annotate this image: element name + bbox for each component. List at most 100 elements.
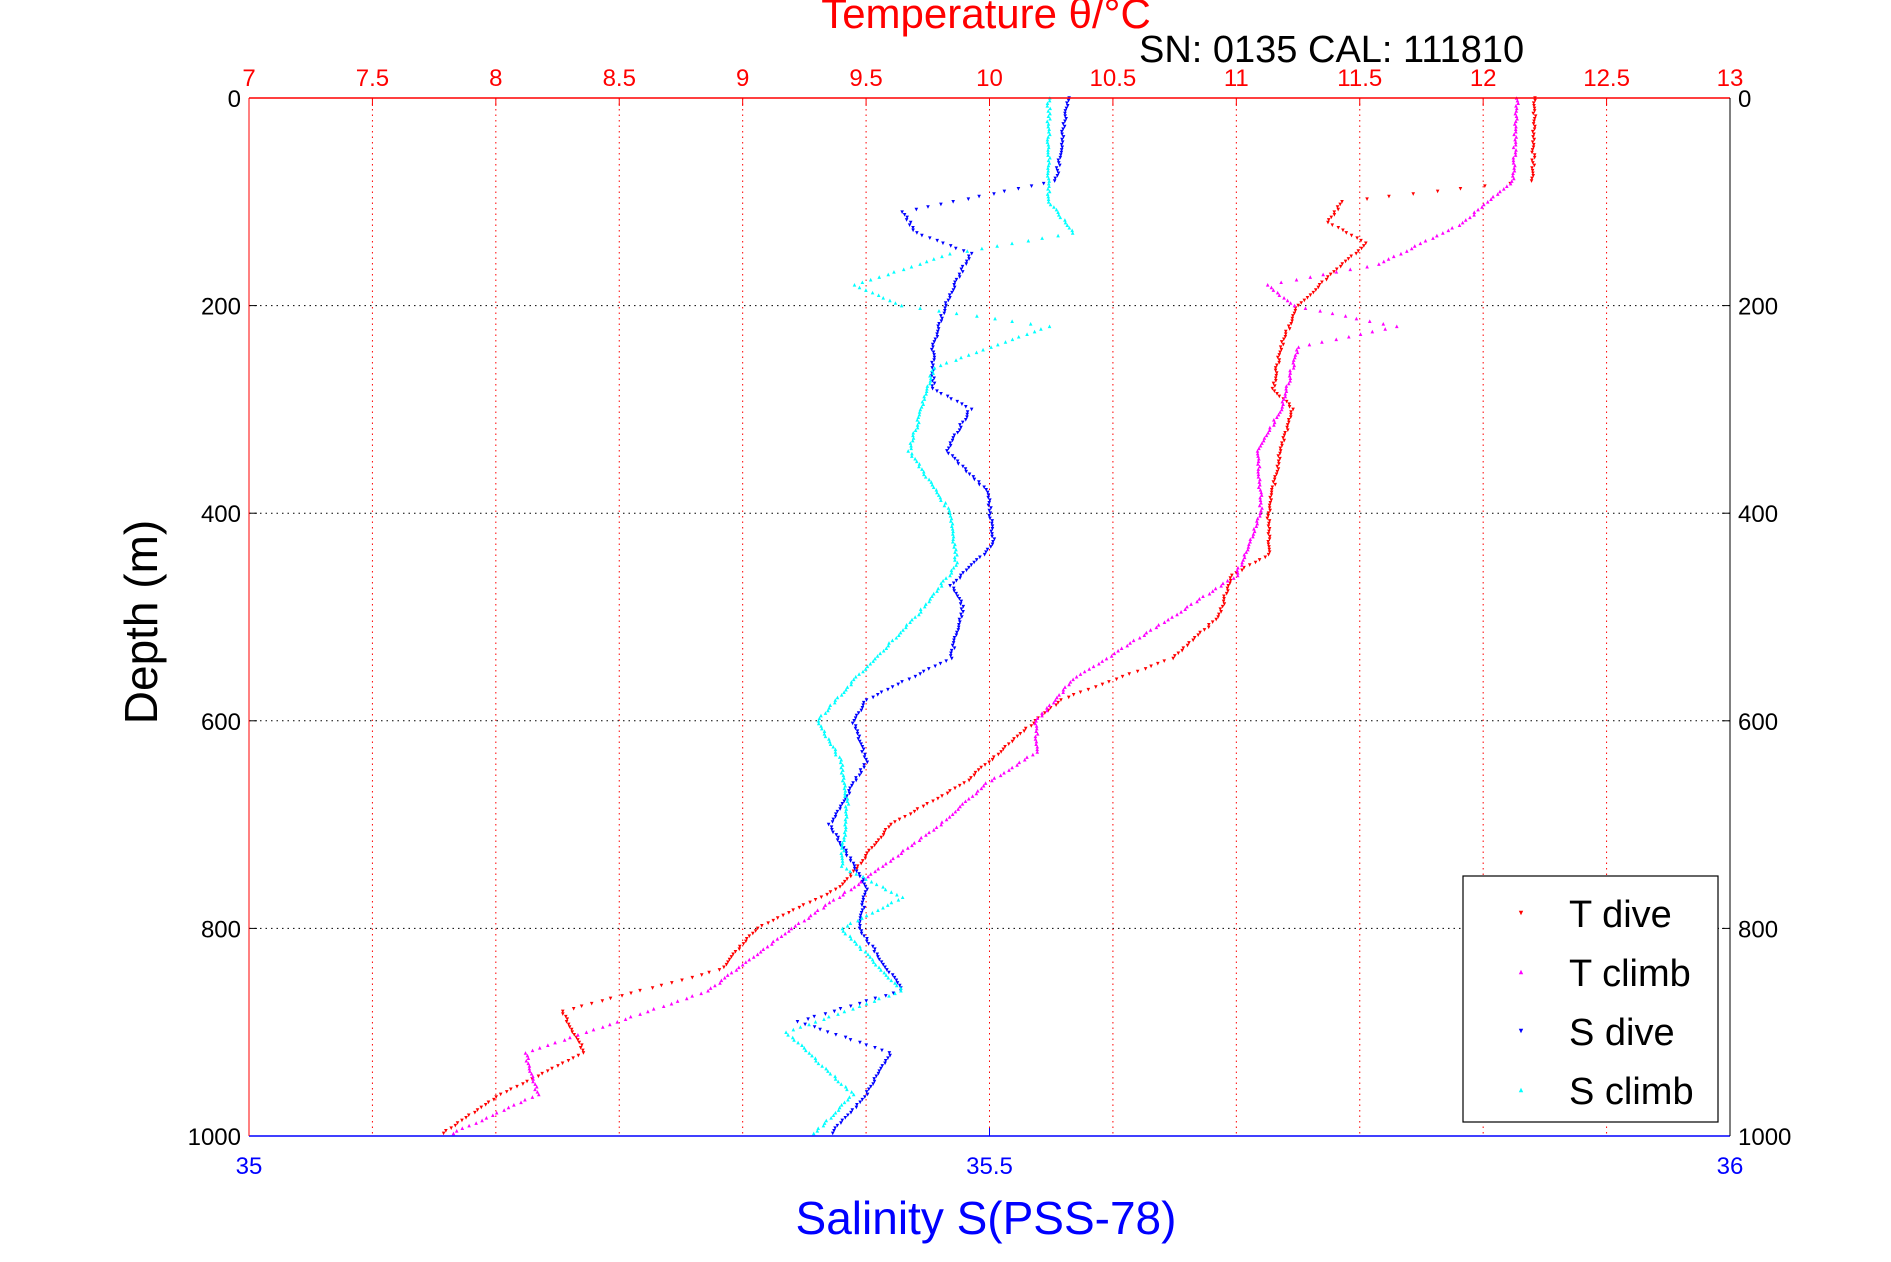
data-point: [840, 846, 844, 850]
data-point: [1287, 420, 1291, 425]
data-point: [1532, 103, 1536, 108]
y-tick-label-left: 600: [201, 709, 241, 736]
series-t-climb: [451, 96, 1520, 1136]
data-point: [1248, 539, 1252, 544]
data-point: [935, 334, 940, 339]
data-point: [1256, 469, 1260, 474]
data-point: [699, 973, 704, 977]
data-point: [873, 996, 878, 1001]
data-point: [1029, 184, 1034, 189]
data-point: [1512, 168, 1517, 173]
data-point: [969, 776, 973, 780]
legend-marker: [1518, 1087, 1524, 1093]
data-point: [958, 602, 963, 606]
data-point: [913, 456, 917, 461]
data-point: [1135, 669, 1140, 674]
data-point: [1236, 565, 1240, 570]
data-point: [839, 770, 844, 775]
data-point: [881, 885, 885, 889]
data-point: [1283, 332, 1288, 336]
data-point: [1441, 231, 1445, 235]
data-point: [1029, 724, 1034, 728]
data-point: [1272, 423, 1276, 427]
data-point: [1033, 734, 1038, 739]
data-point: [1273, 482, 1278, 487]
data-point: [929, 347, 934, 352]
data-point: [860, 908, 865, 913]
data-point: [868, 955, 872, 959]
data-point: [1210, 620, 1215, 624]
data-point: [886, 643, 891, 648]
data-point: [1192, 635, 1197, 640]
data-point: [1219, 584, 1223, 588]
data-point: [1035, 750, 1040, 754]
data-point: [943, 501, 948, 505]
data-point: [1288, 368, 1292, 373]
data-point: [525, 1079, 529, 1084]
data-point: [940, 316, 944, 321]
data-point: [948, 443, 953, 448]
data-point: [1056, 700, 1060, 705]
data-point: [873, 656, 877, 661]
chart-title: Temperature θ/°C: [821, 0, 1151, 37]
data-point: [872, 1079, 877, 1084]
data-point: [837, 895, 842, 900]
data-point: [877, 957, 882, 962]
data-point: [1256, 485, 1261, 490]
data-point: [839, 693, 844, 697]
data-point: [1082, 669, 1087, 674]
data-point: [960, 420, 965, 425]
data-point: [1287, 373, 1292, 378]
data-point: [1412, 244, 1417, 248]
data-point: [974, 558, 979, 562]
data-point: [825, 1030, 830, 1034]
data-point: [958, 573, 963, 578]
data-point: [884, 646, 889, 650]
data-point: [1267, 526, 1272, 531]
data-point: [1423, 238, 1428, 243]
data-point: [1354, 251, 1358, 256]
data-point: [1530, 166, 1534, 170]
data-point: [1176, 651, 1181, 656]
data-point: [871, 1082, 875, 1086]
data-point: [1291, 358, 1296, 362]
data-point: [483, 1103, 488, 1107]
data-point: [931, 345, 935, 349]
data-point: [932, 376, 936, 381]
data-point: [842, 879, 847, 884]
data-point: [1142, 633, 1147, 637]
data-point: [567, 1025, 572, 1029]
data-point: [1330, 223, 1335, 227]
data-point: [1278, 350, 1282, 355]
data-point: [938, 495, 943, 500]
data-point: [862, 763, 866, 767]
data-point: [833, 815, 838, 819]
data-point: [849, 936, 853, 941]
data-point: [891, 991, 896, 996]
data-point: [1065, 223, 1070, 227]
data-point: [949, 651, 953, 656]
data-point: [1512, 176, 1516, 181]
data-point: [850, 721, 855, 726]
data-point: [857, 773, 862, 778]
data-point: [843, 804, 848, 809]
data-point: [865, 939, 869, 944]
data-point: [775, 936, 780, 941]
data-point: [965, 249, 970, 253]
data-point: [1307, 342, 1312, 347]
data-point: [540, 1071, 544, 1076]
data-point: [844, 848, 848, 853]
data-point: [897, 817, 902, 822]
data-point: [1320, 280, 1324, 285]
data-point: [839, 1121, 843, 1125]
data-point: [857, 672, 861, 676]
data-point: [1476, 207, 1480, 212]
data-point: [1275, 290, 1280, 295]
data-point: [850, 1108, 855, 1112]
data-point: [965, 412, 970, 417]
data-point: [1435, 189, 1440, 194]
data-point: [833, 1074, 837, 1079]
data-point: [1267, 521, 1271, 526]
data-point: [1278, 449, 1283, 453]
